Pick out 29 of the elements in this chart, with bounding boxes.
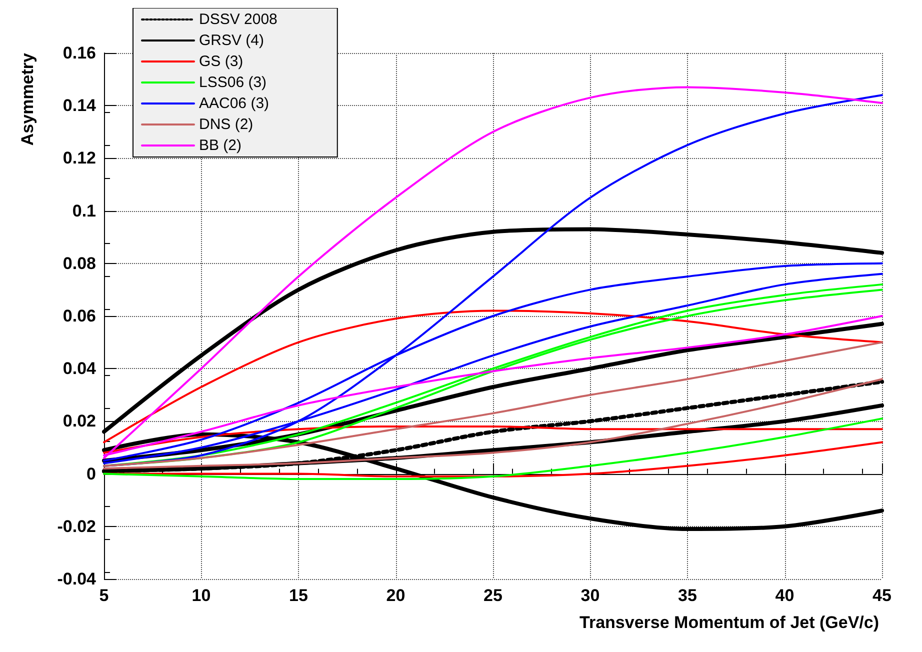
y-tick-label: 0.16 xyxy=(62,44,96,62)
y-tick-label: 0.04 xyxy=(62,359,97,378)
y-tick-label: 0.1 xyxy=(72,201,96,220)
y-tick-label: 0 xyxy=(86,464,96,484)
y-tick-label: 0.08 xyxy=(62,254,96,273)
x-tick-label: 20 xyxy=(386,586,406,605)
legend-label: AAC06 (3) xyxy=(199,95,270,112)
x-axis-title: Transverse Momentum of Jet (GeV/c) xyxy=(580,613,880,632)
y-tick-label: 0.02 xyxy=(62,412,96,431)
x-tick-label: 25 xyxy=(484,586,502,605)
x-tick-label: 15 xyxy=(289,586,308,605)
x-tick-label: 10 xyxy=(192,586,211,605)
y-tick-label: 0.12 xyxy=(62,148,96,168)
legend-label: DNS (2) xyxy=(199,116,254,133)
legend-label: GRSV (4) xyxy=(199,32,264,49)
x-tick-label: 35 xyxy=(678,586,697,605)
y-tick-label: 0.06 xyxy=(62,306,96,326)
y-tick-label: 0.14 xyxy=(62,96,97,116)
x-tick-label: 5 xyxy=(99,586,109,605)
legend-label: GS (3) xyxy=(199,53,244,70)
y-tick-label: -0.02 xyxy=(57,516,96,536)
x-tick-label: 40 xyxy=(775,586,794,605)
y-tick-label: -0.04 xyxy=(57,570,97,588)
x-tick-label: 45 xyxy=(872,586,892,605)
legend-label: BB (2) xyxy=(199,137,242,154)
y-axis-title: Asymmetry xyxy=(18,52,37,146)
legend-label: DSSV 2008 xyxy=(199,11,278,28)
legend-label: LSS06 (3) xyxy=(199,74,267,91)
x-tick-label: 30 xyxy=(580,586,600,605)
